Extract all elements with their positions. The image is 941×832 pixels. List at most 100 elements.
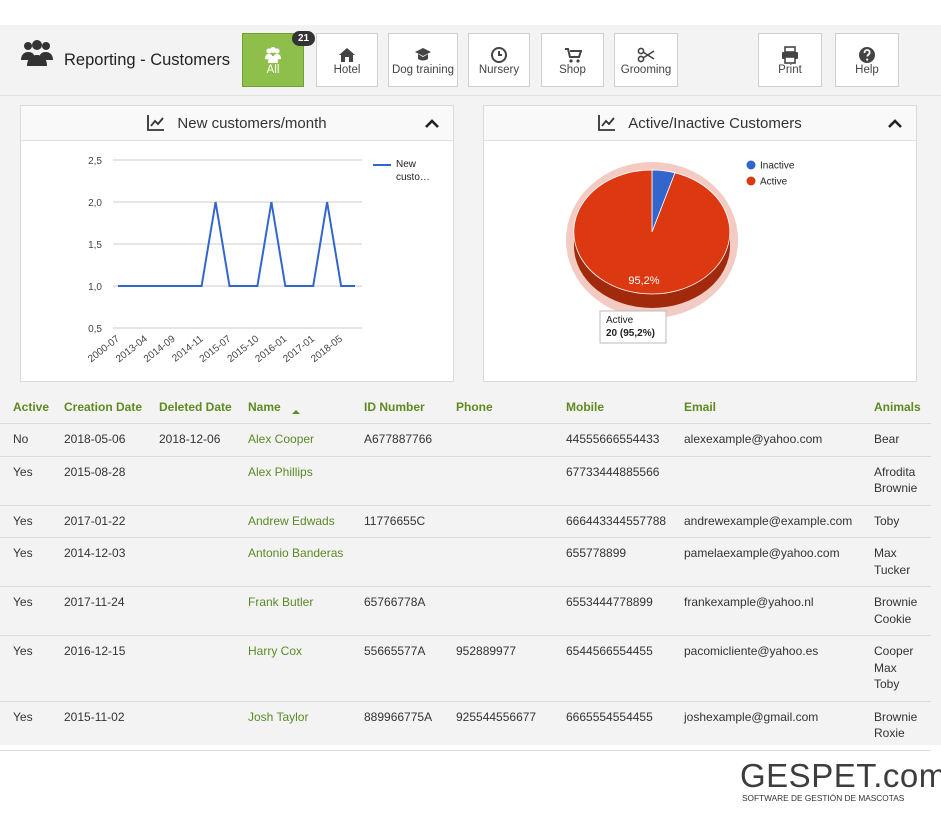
tab[interactable]: Grooming: [614, 33, 678, 87]
table-cell: 2015-08-28: [64, 464, 126, 479]
icon: [415, 48, 431, 61]
table-cell: 952889977: [456, 644, 517, 658]
row-divider: [0, 700, 931, 702]
icon: [147, 115, 165, 131]
tab[interactable]: Hotel: [316, 33, 378, 87]
row-divider: [0, 749, 931, 751]
table-cell: No: [13, 432, 29, 446]
customer-link[interactable]: Harry Cox: [248, 644, 303, 658]
action-label: Help: [855, 64, 879, 76]
tab-label: All: [266, 64, 280, 76]
row-divider: [0, 455, 931, 457]
icon: [425, 119, 439, 128]
tab-label: Dog training: [391, 64, 454, 76]
icon: [339, 48, 355, 62]
table-cell: Yes: [13, 464, 33, 479]
customer-link[interactable]: Alex Cooper: [248, 432, 315, 446]
action-label: Print: [778, 64, 802, 76]
table-cell: alexexample@yahoo.com: [684, 432, 823, 446]
icon: [859, 47, 875, 63]
table-cell: 2018-05-06: [64, 432, 126, 446]
column-header[interactable]: Mobile: [566, 400, 604, 414]
sort-indicator: [292, 402, 300, 414]
customer-link[interactable]: Andrew Edwads: [248, 513, 335, 528]
table-cell: Bear: [874, 432, 900, 446]
table-cell: Max: [874, 660, 897, 675]
collapse-button[interactable]: [888, 117, 902, 129]
action-button[interactable]: Print: [758, 33, 822, 87]
tab-badge: 21: [292, 31, 316, 46]
table-cell: Cookie: [874, 611, 912, 626]
icon: [637, 47, 655, 63]
table-cell: Yes: [13, 595, 33, 609]
table-cell: 2015-11-02: [64, 709, 125, 724]
icon: [782, 46, 798, 64]
table-cell: Yes: [13, 644, 33, 658]
panel-header: New customers/month: [21, 106, 453, 141]
table-cell: 2018-12-06: [159, 432, 221, 446]
table-cell: frankexample@yahoo.nl: [684, 595, 814, 609]
panel-title: Active/Inactive Customers: [628, 114, 802, 132]
table-cell: Afrodita: [874, 464, 916, 479]
column-header[interactable]: Deleted Date: [159, 400, 232, 414]
table-cell: Brownie: [874, 709, 918, 724]
table-cell: Brownie: [874, 481, 918, 495]
header-icon: [19, 38, 55, 70]
table-cell: 2016-12-15: [64, 644, 126, 658]
column-header[interactable]: Animals: [874, 400, 921, 414]
table-cell: Yes: [13, 513, 33, 528]
row-divider: [0, 635, 931, 636]
table-cell: 6544566554455: [566, 644, 653, 658]
table-cell: pamelaexample@yahoo.com: [684, 546, 840, 560]
tab[interactable]: Dog training: [388, 33, 458, 87]
collapse-button[interactable]: [425, 117, 439, 129]
chart-panel: New customers/month: [20, 105, 454, 382]
table-cell: 925544556677: [456, 709, 537, 724]
table-cell: 6665554554455: [566, 709, 653, 724]
tab-label: Hotel: [333, 64, 361, 76]
table-cell: 889966775A: [364, 709, 433, 724]
table-cell: 67733444885566: [566, 464, 660, 479]
panel-title: New customers/month: [177, 114, 327, 132]
table-cell: joshexample@gmail.com: [684, 709, 819, 724]
row-divider: [0, 537, 931, 538]
column-header[interactable]: Email: [684, 400, 717, 414]
table-cell: A677887766: [364, 432, 433, 446]
icon: [265, 47, 281, 63]
customer-link[interactable]: Alex Phillips: [248, 464, 313, 479]
icon: [21, 40, 53, 66]
table-cell: Toby: [874, 513, 900, 528]
tab-label: Nursery: [478, 64, 520, 76]
header-rule: [0, 95, 941, 96]
column-header[interactable]: Phone: [456, 400, 493, 414]
customer-link[interactable]: Antonio Banderas: [248, 546, 344, 560]
customer-link[interactable]: Frank Butler: [248, 595, 314, 609]
column-header[interactable]: Name: [248, 400, 281, 414]
table-cell: 11776655C: [364, 513, 426, 528]
table-cell: Brownie: [874, 595, 918, 609]
table-cell: Tucker: [874, 562, 911, 577]
table-cell: pacomicliente@yahoo.es: [684, 644, 819, 658]
table-cell: 666443344557788: [566, 513, 667, 528]
table-cell: andrewexample@example.com: [684, 513, 853, 528]
table-cell: Roxie: [874, 726, 905, 740]
table-cell: 655778899: [566, 546, 627, 560]
footer-tagline: SOFTWARE DE GESTIÓN DE MASCOTAS: [742, 793, 905, 803]
tab-label: Shop: [559, 64, 586, 76]
row-divider: [0, 586, 931, 587]
action-button[interactable]: Help: [835, 33, 899, 87]
tab[interactable]: Nursery: [468, 33, 530, 87]
tab-label: Grooming: [620, 64, 672, 76]
column-header[interactable]: Creation Date: [64, 400, 143, 414]
panel-header: Active/Inactive Customers: [484, 106, 916, 141]
column-header[interactable]: Active: [13, 400, 50, 414]
customer-link[interactable]: Josh Taylor: [248, 709, 309, 724]
tab[interactable]: Shop: [541, 33, 604, 87]
row-divider: [0, 504, 931, 506]
table-cell: 65766778A: [364, 595, 426, 609]
column-header[interactable]: ID Number: [364, 400, 425, 414]
table-cell: 2017-01-22: [64, 513, 126, 528]
table-cell: Cooper: [874, 644, 914, 658]
table-cell: 55665577A: [364, 644, 426, 658]
